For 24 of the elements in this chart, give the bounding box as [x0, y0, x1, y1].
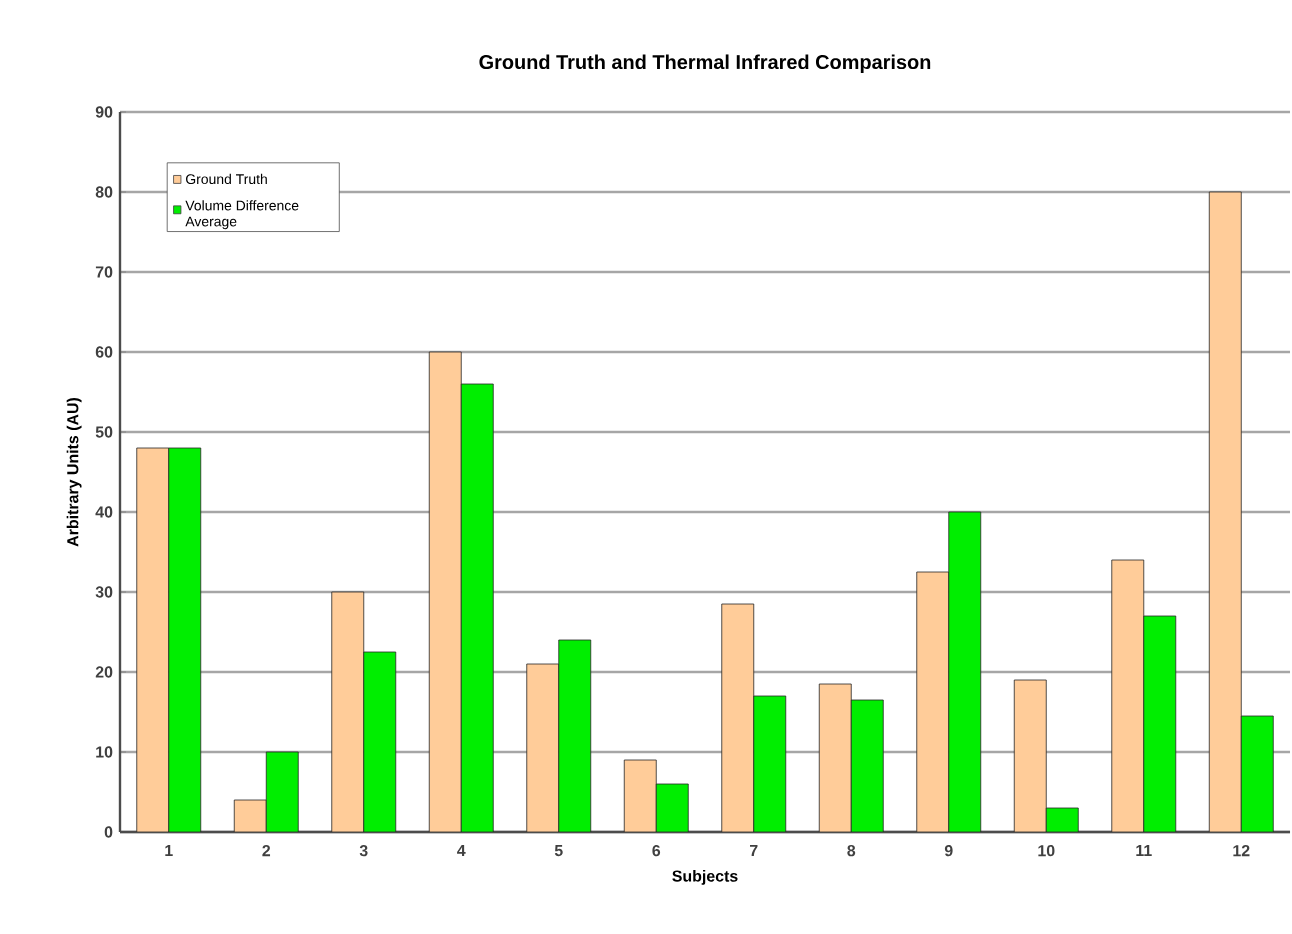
bar	[850, 699, 884, 832]
bar	[1143, 615, 1177, 832]
bar	[265, 751, 299, 832]
bar	[655, 783, 689, 832]
bar	[363, 651, 397, 832]
bar	[526, 663, 560, 832]
bar	[1013, 679, 1047, 832]
bar	[558, 639, 592, 832]
bar	[331, 591, 365, 832]
bar	[168, 447, 202, 832]
bar	[623, 759, 657, 832]
bar	[1208, 191, 1242, 832]
bar	[460, 383, 494, 832]
bar	[1240, 715, 1274, 832]
bar	[818, 683, 852, 832]
bar	[916, 571, 950, 832]
bar	[233, 799, 267, 832]
bar	[721, 603, 755, 832]
bar	[136, 447, 170, 832]
bar	[753, 695, 787, 832]
bar	[1111, 559, 1145, 832]
chart-title: Ground Truth and Thermal Infrared Comparison	[479, 54, 931, 73]
bar	[948, 511, 982, 832]
bar	[428, 351, 462, 832]
